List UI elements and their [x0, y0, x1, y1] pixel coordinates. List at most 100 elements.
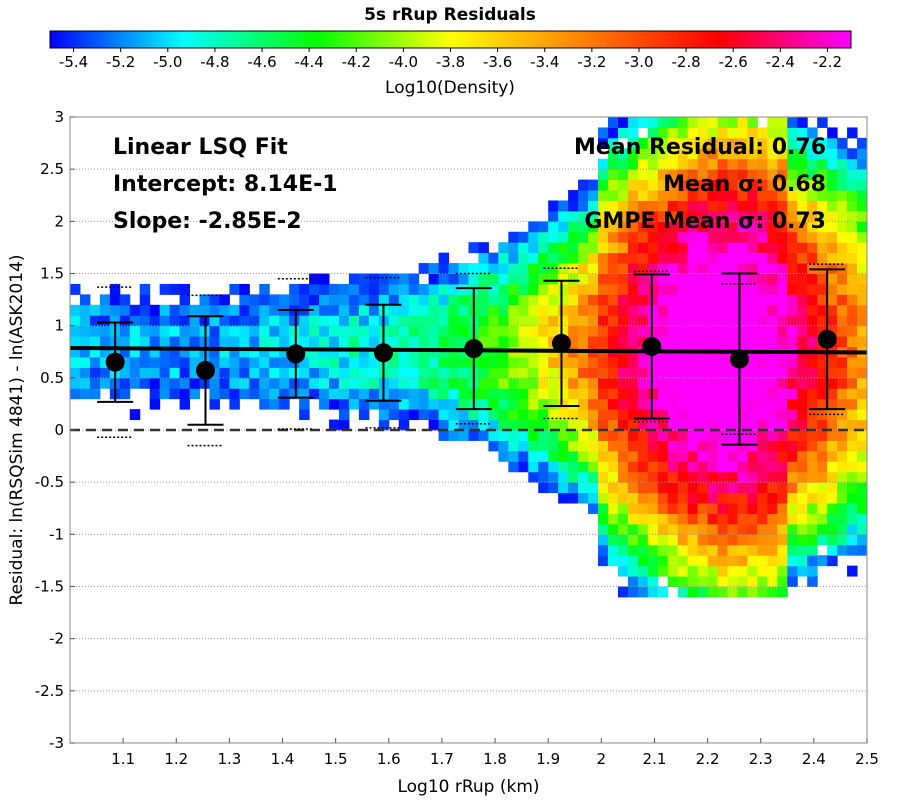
heatmap-cell: [717, 252, 729, 264]
y-axis-label: Residual: ln(RSQSim 4841) - ln(ASK2014): [7, 255, 27, 606]
heatmap-cell: [498, 440, 509, 452]
heatmap-cell: [607, 117, 619, 128]
heatmap-cell: [777, 367, 788, 379]
heatmap-cell: [627, 158, 639, 170]
heatmap-cell: [647, 252, 659, 264]
heatmap-cell: [607, 482, 619, 494]
heatmap-cell: [229, 336, 240, 348]
heatmap-cell: [358, 388, 370, 400]
heatmap-cell: [518, 356, 529, 368]
colorbar-tick-label: -2.8: [671, 53, 700, 71]
heatmap-cell: [817, 304, 828, 316]
heatmap-cell: [837, 523, 848, 535]
heatmap-cell: [717, 555, 729, 567]
heatmap-cell: [727, 576, 738, 587]
heatmap-cell: [777, 430, 788, 441]
heatmap-cell: [707, 304, 719, 316]
heatmap-cell: [607, 242, 619, 254]
heatmap-cell: [607, 419, 619, 431]
heatmap-cell: [717, 450, 729, 462]
heatmap-cell: [727, 304, 738, 316]
heatmap-cell: [189, 325, 201, 337]
heatmap-cell: [548, 440, 559, 452]
heatmap-cell: [89, 315, 101, 327]
heatmap-cell: [558, 242, 569, 254]
heatmap-cell: [309, 346, 320, 358]
heatmap-cell: [598, 523, 609, 535]
heatmap-cell: [279, 336, 290, 348]
heatmap-cell: [807, 461, 818, 473]
heatmap-cell: [438, 367, 450, 379]
heatmap-cell: [787, 117, 798, 128]
heatmap-cell: [657, 148, 669, 160]
heatmap-cell: [787, 544, 798, 556]
heatmap-cell: [159, 304, 171, 316]
heatmap-cell: [687, 440, 699, 452]
heatmap-cell: [588, 471, 599, 483]
heatmap-cell: [757, 325, 768, 337]
heatmap-cell: [797, 450, 808, 462]
heatmap-cell: [797, 482, 808, 494]
heatmap-cell: [428, 315, 440, 327]
heatmap-cell: [617, 336, 629, 348]
heatmap-cell: [637, 169, 649, 181]
heatmap-cell: [488, 252, 499, 264]
heatmap-cell: [528, 471, 539, 483]
heatmap-cell: [727, 210, 738, 222]
heatmap-cell: [458, 388, 469, 400]
heatmap-cell: [627, 419, 639, 431]
heatmap-cell: [767, 586, 778, 598]
heatmap-cell: [777, 127, 788, 139]
heatmap-cell: [777, 325, 788, 337]
heatmap-cell: [99, 336, 111, 348]
heatmap-cell: [209, 304, 220, 316]
heatmap-cell: [189, 346, 201, 358]
heatmap-cell: [169, 356, 181, 368]
heatmap-cell: [139, 304, 151, 316]
heatmap-cell: [747, 231, 758, 243]
heatmap-cell: [149, 346, 161, 358]
heatmap-cell: [727, 565, 738, 577]
heatmap-cell: [568, 242, 579, 254]
heatmap-cell: [657, 461, 669, 473]
heatmap-cell: [837, 148, 848, 160]
heatmap-cell: [179, 398, 191, 410]
mean-point: [464, 339, 484, 359]
heatmap-cell: [737, 440, 748, 452]
heatmap-cell: [269, 315, 280, 327]
bin-group: [97, 286, 134, 439]
heatmap-cell: [478, 304, 489, 316]
heatmap-cell: [627, 148, 639, 160]
heatmap-cell: [588, 242, 599, 254]
heatmap-cell: [617, 534, 629, 546]
heatmap-cell: [697, 283, 709, 295]
heatmap-cell: [508, 263, 519, 274]
heatmap-cell: [657, 242, 669, 254]
heatmap-cell: [627, 200, 639, 212]
heatmap-cell: [827, 231, 838, 243]
heatmap-cell: [408, 356, 420, 368]
heatmap-cell: [558, 419, 569, 431]
heatmap-cell: [657, 283, 669, 295]
heatmap-cell: [777, 221, 788, 233]
heatmap-cell: [538, 242, 549, 254]
heatmap-cell: [607, 273, 619, 285]
heatmap-cell: [348, 325, 360, 337]
heatmap-cell: [677, 283, 689, 295]
heatmap-cell: [538, 325, 549, 337]
heatmap-cell: [697, 586, 709, 598]
heatmap-cell: [667, 461, 679, 473]
heatmap-cell: [677, 482, 689, 494]
heatmap-cell: [777, 482, 788, 494]
heatmap-cell: [787, 127, 798, 139]
heatmap-cell: [767, 544, 778, 556]
heatmap-cell: [139, 356, 151, 368]
heatmap-cell: [627, 336, 639, 348]
heatmap-cell: [677, 221, 689, 233]
heatmap-cell: [568, 304, 579, 316]
heatmap-cell: [568, 190, 579, 201]
heatmap-cell: [568, 210, 579, 222]
heatmap-cell: [837, 273, 848, 285]
heatmap-cell: [607, 461, 619, 473]
heatmap-cell: [558, 492, 569, 504]
